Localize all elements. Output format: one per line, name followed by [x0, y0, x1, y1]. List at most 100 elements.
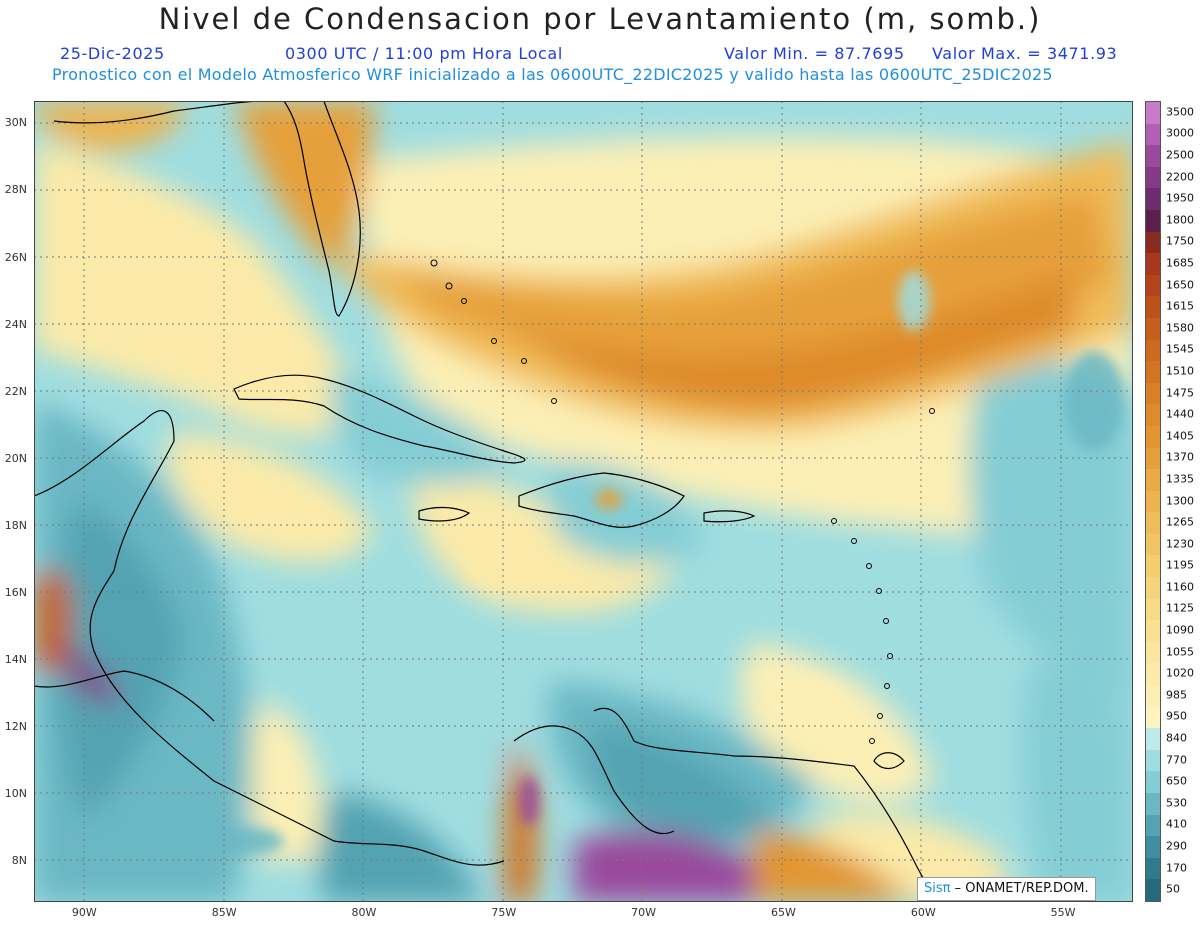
colorbar-label: 2500	[1166, 148, 1194, 162]
colorbar-cell	[1146, 102, 1160, 125]
colorbar-label: 1580	[1166, 321, 1194, 335]
lon-label-65w: 65W	[771, 906, 796, 919]
colorbar-label: 985	[1166, 688, 1187, 702]
colorbar-cell	[1146, 317, 1160, 341]
forecast-info: Pronostico con el Modelo Atmosferico WRF…	[52, 65, 1053, 84]
lat-label-22n: 22N	[4, 384, 27, 398]
colorbar-cell	[1146, 577, 1160, 600]
colorbar-cell	[1146, 490, 1160, 513]
colorbar-label: 1335	[1166, 472, 1194, 486]
colorbar-label: 1685	[1166, 256, 1194, 270]
colorbar-cell	[1146, 123, 1160, 146]
colorbar-label: 1405	[1166, 429, 1194, 443]
colorbar-cell	[1146, 231, 1160, 254]
colorbar-cell	[1146, 533, 1160, 556]
colorbar	[1145, 101, 1161, 902]
colorbar-label: 840	[1166, 731, 1187, 745]
time-label: 0300 UTC / 11:00 pm Hora Local	[285, 44, 563, 63]
lat-label-30n: 30N	[4, 116, 27, 130]
lat-label-12n: 12N	[4, 719, 27, 733]
colorbar-label: 2200	[1166, 170, 1194, 184]
colorbar-cell	[1146, 555, 1160, 578]
colorbar-label: 950	[1166, 709, 1187, 723]
colorbar-label: 3000	[1166, 126, 1194, 140]
colorbar-cell	[1146, 728, 1160, 751]
colorbar-label: 650	[1166, 774, 1187, 788]
colorbar-cell	[1146, 706, 1160, 729]
colorbar-cell	[1146, 512, 1160, 535]
colorbar-cell	[1146, 425, 1160, 448]
colorbar-cell	[1146, 296, 1160, 319]
colorbar-cell	[1146, 620, 1160, 643]
shaded-field	[34, 101, 1133, 902]
colorbar-label: 1160	[1166, 580, 1194, 594]
colorbar-cell	[1146, 469, 1160, 492]
lat-label-14n: 14N	[4, 652, 27, 666]
colorbar-label: 50	[1166, 882, 1180, 896]
colorbar-label: 1475	[1166, 386, 1194, 400]
colorbar-label: 170	[1166, 861, 1187, 875]
lon-label-75w: 75W	[491, 906, 517, 919]
colorbar-cell	[1146, 145, 1160, 168]
lat-label-18n: 18N	[4, 518, 27, 532]
colorbar-cell	[1146, 814, 1160, 837]
colorbar-cell	[1146, 361, 1160, 384]
colorbar-label: 410	[1166, 817, 1187, 831]
colorbar-label: 1265	[1166, 515, 1194, 529]
colorbar-cell	[1146, 274, 1160, 297]
colorbar-cell	[1146, 793, 1160, 816]
lat-label-28n: 28N	[4, 183, 27, 197]
colorbar-cell	[1146, 836, 1160, 859]
map-frame	[34, 101, 1133, 902]
colorbar-label: 3500	[1166, 105, 1194, 119]
colorbar-label: 1020	[1166, 666, 1194, 680]
sispi-logo-text: Sisπ	[924, 881, 951, 896]
lon-label-70w: 70W	[631, 906, 657, 919]
colorbar-cell	[1146, 188, 1160, 211]
colorbar-cell	[1146, 771, 1160, 794]
colorbar-label: 1055	[1166, 645, 1194, 659]
colorbar-label: 530	[1166, 796, 1187, 810]
colorbar-label: 1370	[1166, 450, 1194, 464]
lcl-map	[34, 101, 1133, 902]
min-value-label: Valor Min. = 87.7695	[724, 44, 905, 63]
onamet-logo: Sisπ – ONAMET/REP.DOM.	[917, 877, 1096, 901]
colorbar-cell	[1146, 598, 1160, 621]
colorbar-label: 770	[1166, 753, 1187, 767]
map-title: Nivel de Condensacion por Levantamiento …	[158, 2, 1042, 36]
colorbar-label: 1800	[1166, 213, 1194, 227]
lat-label-20n: 20N	[4, 451, 27, 465]
colorbar-label: 1545	[1166, 342, 1194, 356]
colorbar-label: 290	[1166, 839, 1187, 853]
lon-label-55w: 55W	[1050, 906, 1076, 919]
lat-label-8n: 8N	[11, 853, 27, 867]
lat-label-26n: 26N	[4, 250, 27, 264]
colorbar-label: 1510	[1166, 364, 1194, 378]
lon-label-60w: 60W	[910, 906, 936, 919]
islands	[430, 259, 935, 744]
colorbar-cell	[1146, 339, 1160, 362]
colorbar-cell	[1146, 253, 1160, 276]
colorbar-cell	[1146, 641, 1160, 664]
org-label: – ONAMET/REP.DOM.	[954, 881, 1089, 896]
lat-label-24n: 24N	[4, 317, 27, 331]
colorbar-cell	[1146, 382, 1160, 405]
colorbar-label: 1195	[1166, 558, 1194, 572]
colorbar-label: 1650	[1166, 278, 1194, 292]
colorbar-label: 1615	[1166, 299, 1194, 313]
colorbar-cell	[1146, 749, 1160, 772]
colorbar-cell	[1146, 209, 1160, 233]
coastlines	[34, 101, 940, 902]
colorbar-label: 1090	[1166, 623, 1194, 637]
colorbar-cell	[1146, 685, 1160, 708]
graticule	[34, 101, 1133, 902]
colorbar-label: 1950	[1166, 191, 1194, 205]
colorbar-label: 1125	[1166, 601, 1194, 615]
colorbar-cell	[1146, 404, 1160, 427]
colorbar-cell	[1146, 857, 1160, 880]
colorbar-cell	[1146, 663, 1160, 686]
colorbar-cell	[1146, 879, 1160, 902]
colorbar-label: 1440	[1166, 407, 1194, 421]
colorbar-label: 1300	[1166, 494, 1194, 507]
lat-label-10n: 10N	[4, 786, 27, 800]
